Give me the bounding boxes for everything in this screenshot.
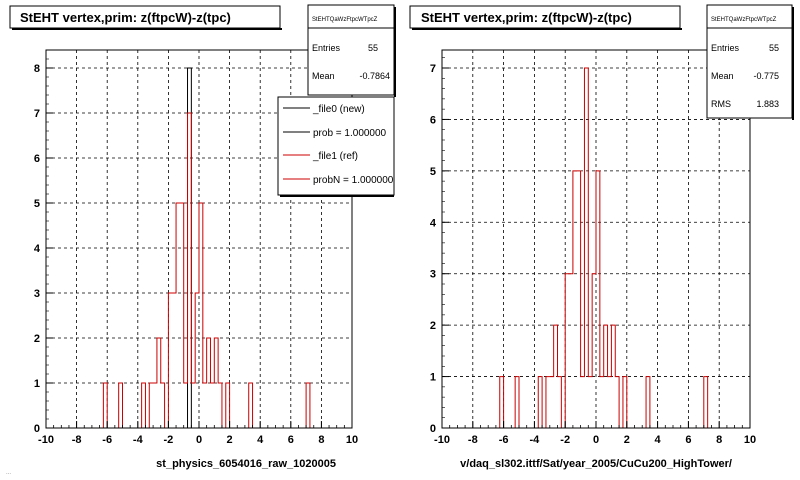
stats-shadow [792,7,794,120]
x-tick-label: 0 [593,434,599,446]
stats-header: StEHTQaWzFtpcWTpcZ [312,17,378,23]
y-tick-label: 6 [34,153,40,165]
x-tick-label: 8 [318,434,324,446]
y-tick-label: 6 [430,114,436,126]
x-axis-label: st_physics_6054016_raw_1020005 [156,458,336,470]
stats-rms-label: RMS [711,99,731,109]
y-tick-label: 7 [34,108,40,120]
stats-frame [307,4,395,96]
y-tick-label: 2 [34,333,40,345]
y-tick-label: 2 [430,320,436,332]
x-tick-label: -10 [434,434,450,446]
stats-header: StEHTQaWzFtpcWTpcZ [711,17,777,23]
y-tick-label: 3 [430,269,436,281]
legend-entry-ref: _file1 (ref) [312,151,358,162]
y-axis-ticks: 0 1 2 3 4 5 6 7 [430,57,449,435]
x-tick-label: 10 [346,434,358,446]
y-tick-label: 5 [34,198,40,210]
stats-box: StEHTQaWzFtpcWTpcZ Entries 55 Mean -0.77… [706,4,794,120]
x-tick-label: -4 [530,434,541,446]
stats-shadow [394,7,396,97]
x-axis-label: v/daq_sl302.ittf/Sat/year_2005/CuCu200_H… [460,458,732,470]
title-box: StEHT vertex,prim: z(ftpcW)-z(tpc) [409,5,682,30]
legend-shadow [280,195,394,197]
stats-rms-value: 1.883 [756,99,779,109]
legend-entry-new: _file0 (new) [312,104,365,115]
y-tick-label: 3 [34,288,40,300]
y-tick-label: 0 [34,423,40,435]
stats-entries-label: Entries [711,43,740,53]
x-tick-label: 4 [655,434,662,446]
left-histogram-pad: -10 -8 -6 -4 -2 0 2 4 6 8 10 0 1 2 3 4 5 6 7 8 StEHT verte… [6,4,396,476]
x-tick-label: 2 [227,434,233,446]
stats-entries-value: 55 [368,43,378,53]
x-tick-label: -2 [560,434,570,446]
x-tick-label: -6 [499,434,509,446]
title-shadow [412,28,682,30]
legend-entry-prob: prob = 1.000000 [313,128,387,139]
x-tick-label: -2 [164,434,174,446]
x-tick-label: -6 [102,434,112,446]
stats-entries-value: 55 [769,43,779,53]
y-tick-label: 1 [430,372,436,384]
stats-entries-label: Entries [312,43,341,53]
y-tick-label: 5 [430,166,436,178]
x-axis-ticks: -10 -8 -6 -4 -2 0 2 4 6 8 10 [38,421,358,446]
y-tick-label: 0 [430,423,436,435]
x-tick-label: 10 [744,434,756,446]
right-histogram-pad: -10 -8 -6 -4 -2 0 2 4 6 8 10 0 1 2 3 4 5 6 7 StEHT vertex… [400,0,800,480]
title-box: StEHT vertex,prim: z(ftpcW)-z(tpc) [9,5,282,30]
title-shadow [12,28,282,30]
legend: _file0 (new) prob = 1.000000 _file1 (ref… [277,96,395,197]
chart-title: StEHT vertex,prim: z(ftpcW)-z(tpc) [421,10,632,25]
stats-mean-label: Mean [711,71,734,81]
x-tick-label: 8 [716,434,722,446]
x-tick-label: 6 [685,434,691,446]
x-tick-label: -8 [468,434,478,446]
y-tick-label: 1 [34,378,40,390]
chart-title: StEHT vertex,prim: z(ftpcW)-z(tpc) [20,10,231,25]
x-tick-label: 4 [257,434,264,446]
x-tick-label: 2 [624,434,630,446]
stats-box: StEHTQaWzFtpcWTpcZ Entries 55 Mean -0.78… [307,4,396,97]
x-tick-label: 6 [288,434,294,446]
x-tick-label: -10 [38,434,54,446]
stats-mean-value: -0.775 [753,71,779,81]
y-tick-label: 4 [34,243,41,255]
stats-mean-label: Mean [312,71,335,81]
y-axis-ticks: 0 1 2 3 4 5 6 7 8 [34,49,53,435]
x-tick-label: 0 [196,434,202,446]
x-tick-label: -8 [72,434,82,446]
y-tick-label: 7 [430,63,436,75]
stats-frame [706,4,793,119]
stats-mean-value: -0.7864 [359,71,390,81]
y-tick-label: 4 [430,217,437,229]
x-axis-ticks: -10 -8 -6 -4 -2 0 2 4 6 8 10 [434,421,756,446]
legend-entry-probn: probN = 1.000000 [313,175,394,186]
footer-text: ... [6,470,11,476]
x-tick-label: -4 [133,434,144,446]
y-tick-label: 8 [34,63,40,75]
